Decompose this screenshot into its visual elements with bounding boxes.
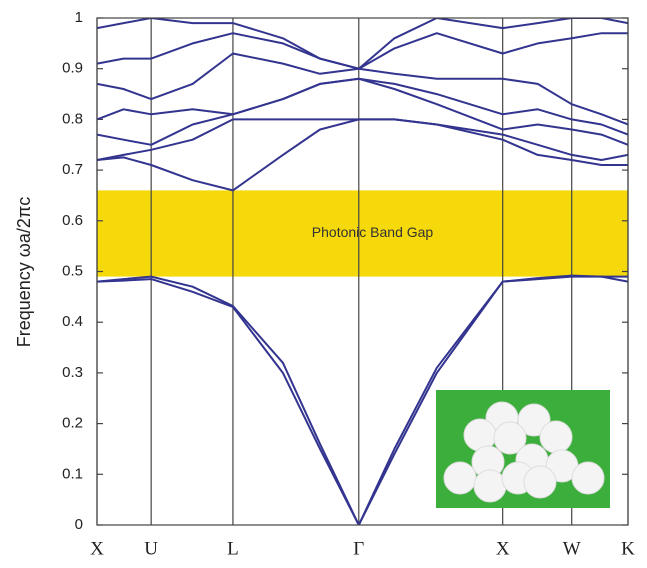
inset-spheres — [436, 390, 610, 508]
x-tick-label: X — [90, 538, 104, 559]
y-tick-label: 0.5 — [62, 262, 83, 279]
y-tick-label: 0.7 — [62, 161, 83, 178]
band-line — [97, 77, 628, 136]
y-tick-label: 0.8 — [62, 110, 83, 127]
band-gap-layer: Photonic Band Gap — [97, 190, 628, 277]
x-tick-label: X — [496, 538, 510, 559]
y-tick-label: 0.9 — [62, 60, 83, 77]
x-tick-label: W — [563, 538, 581, 559]
y-tick-label: 0 — [75, 516, 83, 533]
band-gap — [97, 190, 628, 277]
y-tick-label: 0.2 — [62, 415, 83, 432]
x-tick-label: Γ — [353, 538, 364, 559]
x-tick-label: U — [144, 538, 158, 559]
y-tick-label: 0.6 — [62, 212, 83, 229]
y-tick-label: 1 — [75, 9, 83, 26]
y-tick-label: 0.3 — [62, 364, 83, 381]
lines-layer — [97, 18, 628, 525]
y-axis-label: Frequency ωa/2πc — [14, 197, 34, 348]
y-tick-label: 0.4 — [62, 313, 83, 330]
band-gap-label: Photonic Band Gap — [312, 224, 434, 240]
band-line — [97, 32, 628, 70]
plot-frame — [96, 17, 629, 526]
x-tick-label: L — [227, 538, 239, 559]
band-line — [97, 18, 628, 70]
band-line — [97, 274, 628, 525]
y-tick-label: 0.1 — [62, 465, 83, 482]
band-line — [97, 52, 628, 126]
band-line — [97, 118, 628, 161]
band-line — [97, 118, 628, 192]
x-tick-label: K — [621, 538, 635, 559]
